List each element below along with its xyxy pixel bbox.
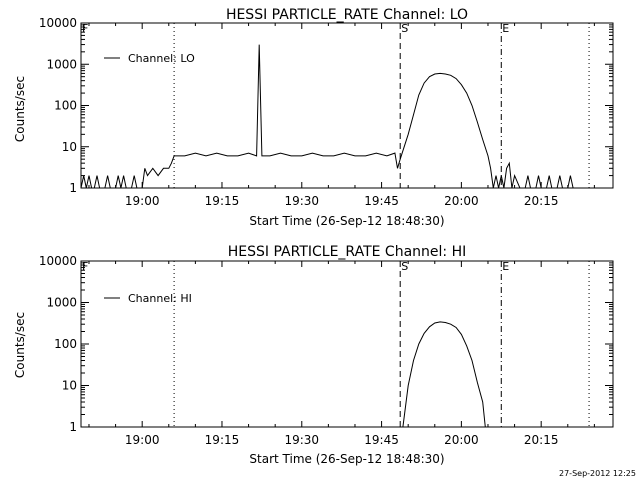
legend-label: Channel: HI	[128, 292, 192, 305]
legend: Channel: LO	[104, 52, 195, 65]
x-axis-label: Start Time (26-Sep-12 18:48:30)	[249, 214, 444, 228]
y-tick-label: 1000	[46, 57, 77, 71]
marker-label: E	[502, 22, 509, 35]
y-tick-label: 10	[62, 140, 77, 154]
x-tick-label: 20:15	[524, 194, 559, 208]
marker-label: S	[401, 22, 408, 35]
panel-lo: HESSI PARTICLE_RATE Channel: LO Counts/s…	[13, 7, 614, 228]
series-line	[402, 321, 486, 428]
x-tick-label: 19:00	[125, 433, 160, 447]
axis-ticks: 19:00 19:15 19:30 19:45 20:00 20:15 1 10 100 1000…	[39, 16, 613, 208]
x-axis-label: Start Time (26-Sep-12 18:48:30)	[249, 452, 444, 466]
marker-label: F	[82, 260, 88, 273]
x-tick-label: 19:30	[284, 194, 319, 208]
x-tick-label: 19:30	[284, 433, 319, 447]
y-axis-label: Counts/sec	[13, 76, 27, 142]
y-tick-label: 10000	[39, 254, 77, 268]
x-tick-label: 20:00	[444, 433, 479, 447]
y-tick-label: 1	[69, 181, 77, 195]
marker-label: E	[502, 260, 509, 273]
y-axis-label: Counts/sec	[13, 312, 27, 378]
x-tick-label: 19:45	[364, 194, 399, 208]
x-tick-label: 20:00	[444, 194, 479, 208]
y-tick-label: 10000	[39, 16, 77, 30]
y-tick-label: 1	[69, 420, 77, 434]
y-tick-label: 10	[62, 379, 77, 393]
chart-title: HESSI PARTICLE_RATE Channel: LO	[226, 7, 468, 23]
x-tick-label: 19:15	[205, 194, 240, 208]
series-layer	[402, 321, 486, 428]
y-tick-label: 100	[54, 99, 77, 113]
series-layer	[80, 44, 579, 189]
x-tick-label: 19:15	[205, 433, 240, 447]
y-tick-label: 100	[54, 337, 77, 351]
panel-hi: HESSI PARTICLE_RATE Channel: HI Counts/s…	[13, 244, 614, 466]
chart-title: HESSI PARTICLE_RATE Channel: HI	[228, 244, 466, 260]
marker-label: F	[82, 22, 88, 35]
x-tick-label: 19:00	[125, 194, 160, 208]
y-tick-label: 1000	[46, 296, 77, 310]
legend: Channel: HI	[104, 292, 192, 305]
x-tick-label: 19:45	[364, 433, 399, 447]
legend-label: Channel: LO	[128, 52, 195, 65]
axis-ticks: 19:00 19:15 19:30 19:45 20:00 20:15 1 10 100 1000…	[39, 254, 613, 447]
series-line	[80, 44, 579, 189]
footer-timestamp: 27-Sep-2012 12:25	[559, 469, 636, 478]
x-tick-label: 20:15	[524, 433, 559, 447]
marker-label: S	[401, 260, 408, 273]
